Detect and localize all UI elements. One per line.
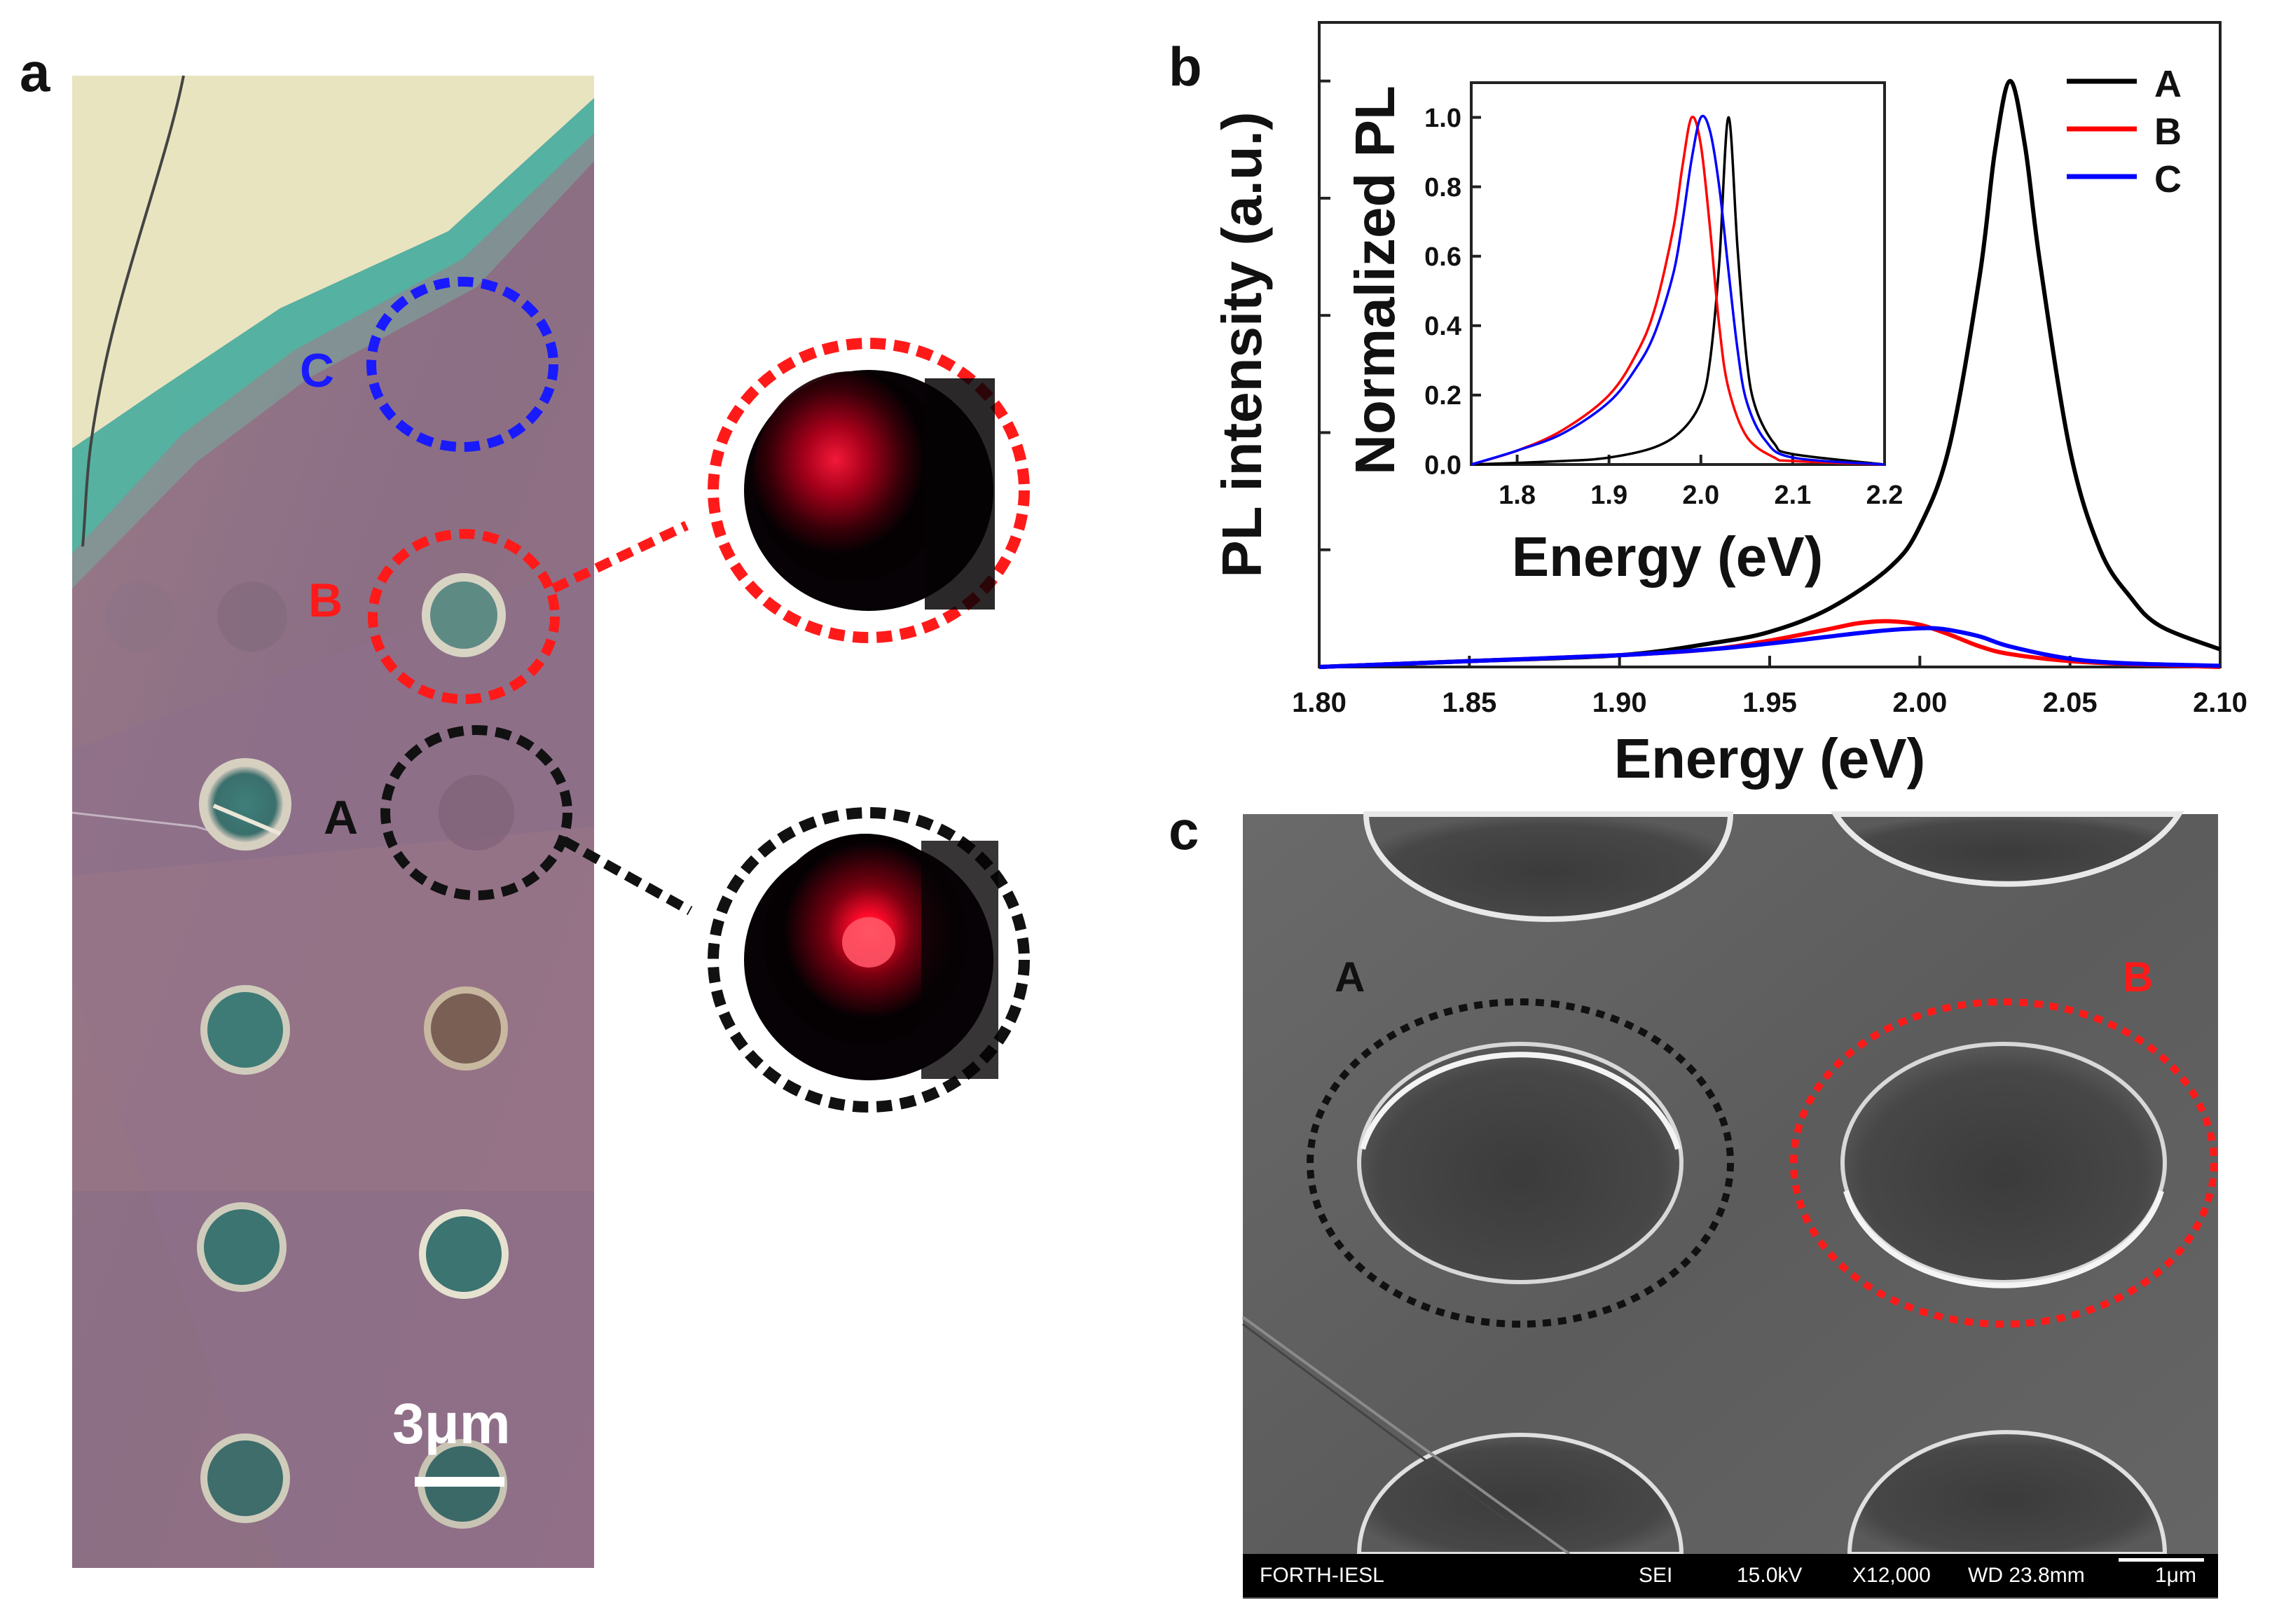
sem-label-B: B [2123, 954, 2153, 1000]
panel-letter-b: b [1169, 36, 1202, 97]
x-tick-label: 1.90 [1592, 687, 1647, 718]
label-C: C [300, 344, 334, 397]
sem-label-A: A [1335, 954, 1365, 1000]
device-dot [424, 986, 508, 1071]
sem-voltage: 15.0kV [1737, 1564, 1803, 1587]
sem-info-bar: FORTH-IESL SEI 15.0kV X12,000 WD 23.8mm … [1243, 1554, 2218, 1597]
panel-a: a [20, 41, 1030, 1568]
device-dot [200, 1433, 290, 1523]
device-dot [419, 1209, 509, 1299]
scale-bar-label: 3μm [392, 1392, 511, 1456]
device-dot-A [439, 775, 514, 851]
y-tick-label: 0.6 [1424, 242, 1461, 272]
x-tick-label: 2.0 [1682, 481, 1719, 510]
pl-image-B [708, 338, 1030, 643]
pl-image-A [708, 807, 1030, 1113]
faint-dot [217, 582, 287, 652]
legend-label-B: B [2154, 111, 2182, 153]
sem-mode: SEI [1639, 1564, 1673, 1587]
device-dot-A-left [199, 758, 291, 851]
x-tick-label: 1.9 [1590, 481, 1627, 510]
marker-circle-C [366, 277, 558, 452]
marker-circle-B [368, 529, 560, 704]
sem-lab: FORTH-IESL [1260, 1564, 1384, 1587]
y-tick-label: 0.0 [1424, 450, 1461, 480]
inset-plot-frame [1470, 81, 1886, 466]
x-tick-label: 1.95 [1742, 687, 1797, 718]
connector-B [551, 521, 689, 593]
y-tick-label: 0.2 [1424, 381, 1461, 411]
device-dot [200, 985, 290, 1075]
y-tick-label: 0.8 [1424, 173, 1461, 202]
label-B: B [308, 574, 343, 627]
x-tick-label: 2.00 [1892, 687, 1947, 718]
x-tick-label: 2.10 [2193, 687, 2247, 718]
sem-marker-A [1307, 998, 1734, 1328]
panel-b: b 1.80 1.85 1.90 1.95 2.00 2.05 2.10 Energy (e… [1169, 21, 2247, 790]
y-axis-title: PL intensity (a.u.) [1211, 111, 1273, 577]
x-tick-label: 2.1 [1774, 481, 1811, 510]
panel-letter-c: c [1169, 799, 1199, 861]
pl-spectrum-chart: 1.80 1.85 1.90 1.95 2.00 2.05 2.10 Energy (eV)… [1211, 21, 2247, 790]
legend: A B C [2067, 63, 2182, 200]
y-tick-label: 0.4 [1424, 312, 1461, 341]
series-line-B [1471, 115, 1885, 466]
faint-dot [105, 582, 175, 652]
device-dot [197, 1202, 287, 1292]
inset-x-axis-title: Energy (eV) [1512, 525, 1824, 588]
scale-bar [415, 1477, 504, 1487]
y-tick-label: 1.0 [1424, 104, 1461, 133]
sem-scale-bar [2119, 1558, 2204, 1562]
x-tick-label: 1.80 [1292, 687, 1347, 718]
device-dot-B [422, 573, 506, 657]
sem-scale-label: 1μm [2155, 1564, 2196, 1587]
x-tick-label: 2.05 [2043, 687, 2098, 718]
inset-y-axis-title: Normalized PL [1344, 85, 1406, 475]
normalized-pl-inset: 1.8 1.9 2.0 2.1 2.2 0.0 0.2 0.4 0.6 0.8 1.0 Energy… [1344, 81, 1903, 588]
series-line-A [1471, 116, 1885, 466]
series-line-C [1319, 626, 2221, 669]
connector-A [561, 836, 693, 916]
x-tick-label: 1.8 [1499, 481, 1536, 510]
legend-label-A: A [2154, 63, 2182, 105]
sem-marker-B [1790, 998, 2217, 1328]
sem-image [1241, 811, 2218, 1599]
panel-letter-a: a [20, 41, 50, 103]
sem-wd: WD 23.8mm [1968, 1564, 2085, 1587]
optical-micrograph [71, 75, 594, 1568]
series-line-C [1471, 114, 1885, 466]
x-tick-label: 2.2 [1866, 481, 1903, 510]
marker-circle-A [380, 725, 572, 900]
x-axis-title: Energy (eV) [1614, 727, 1926, 790]
label-A: A [324, 791, 358, 844]
legend-label-C: C [2154, 158, 2182, 200]
x-tick-label: 1.85 [1442, 687, 1496, 718]
panel-c: c A B [1169, 799, 2218, 1599]
series-line-A [1319, 78, 2222, 669]
sem-magnification: X12,000 [1852, 1564, 1931, 1587]
